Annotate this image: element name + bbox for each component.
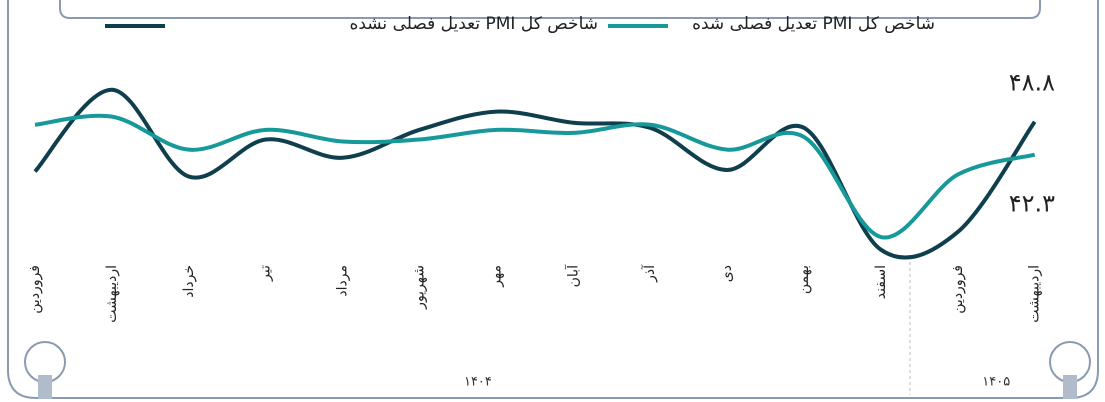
clip: [38, 375, 52, 399]
annotation: ۴۸.۸: [1009, 69, 1055, 97]
x-tick-label: اردیبهشت: [1027, 265, 1043, 323]
x-tick-label: اسفند: [873, 265, 889, 299]
series-line: [34, 113, 1036, 240]
x-tick-label: خرداد: [181, 265, 197, 298]
legend-label: تعدیل فصلی شده PMI شاخص کل: [692, 14, 935, 34]
clip: [1063, 375, 1077, 399]
year-label: ۱۴۰۴: [464, 375, 492, 390]
x-tick-label: آذر: [641, 264, 658, 283]
x-tick-label: شهریور: [412, 265, 428, 310]
series-line: [33, 87, 1037, 260]
x-tick-label: آبان: [564, 264, 581, 287]
x-tick-label: اردیبهشت: [104, 265, 120, 323]
frame: [7, 0, 1099, 399]
x-tick-label: مرداد: [335, 265, 351, 297]
year-label: ۱۴۰۵: [982, 375, 1010, 390]
x-tick-label: فروردین: [27, 265, 43, 314]
legend-label: تعدیل فصلی نشده PMI شاخص کل: [349, 14, 598, 34]
x-tick-label: دی: [719, 265, 735, 282]
x-tick-label: مهر: [488, 265, 504, 288]
annotation: ۴۲.۳: [1009, 190, 1055, 218]
legend-frame: [59, 0, 1041, 19]
x-tick-label: بهمن: [796, 265, 812, 294]
x-tick-label: فروردین: [950, 265, 966, 314]
x-tick-label: تیر: [258, 265, 274, 282]
